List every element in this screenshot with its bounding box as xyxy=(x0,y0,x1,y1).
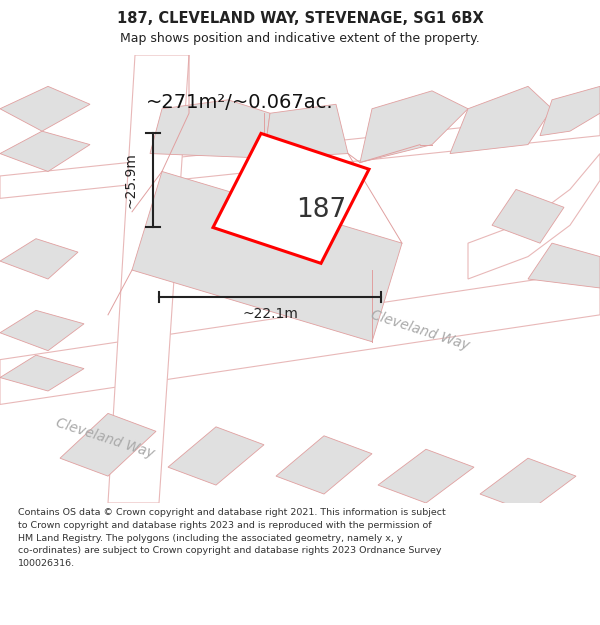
Polygon shape xyxy=(528,243,600,288)
Polygon shape xyxy=(0,113,600,198)
Text: Cleveland Way: Cleveland Way xyxy=(54,416,156,461)
Polygon shape xyxy=(492,189,564,243)
Text: 187: 187 xyxy=(296,196,346,222)
Polygon shape xyxy=(540,86,600,136)
Text: 187, CLEVELAND WAY, STEVENAGE, SG1 6BX: 187, CLEVELAND WAY, STEVENAGE, SG1 6BX xyxy=(116,11,484,26)
Polygon shape xyxy=(0,355,84,391)
Polygon shape xyxy=(168,427,264,485)
Polygon shape xyxy=(0,270,600,404)
Polygon shape xyxy=(0,131,90,171)
Polygon shape xyxy=(450,86,552,154)
Polygon shape xyxy=(0,86,90,131)
Polygon shape xyxy=(60,413,156,476)
Polygon shape xyxy=(0,239,78,279)
Text: ~25.9m: ~25.9m xyxy=(123,152,137,208)
Text: Cleveland Way: Cleveland Way xyxy=(369,308,471,353)
Polygon shape xyxy=(108,55,189,503)
Text: Contains OS data © Crown copyright and database right 2021. This information is : Contains OS data © Crown copyright and d… xyxy=(18,508,446,568)
Polygon shape xyxy=(480,458,576,512)
Polygon shape xyxy=(276,436,372,494)
Polygon shape xyxy=(264,104,348,158)
Polygon shape xyxy=(378,449,474,503)
Text: Map shows position and indicative extent of the property.: Map shows position and indicative extent… xyxy=(120,32,480,45)
Polygon shape xyxy=(150,100,270,158)
Text: ~22.1m: ~22.1m xyxy=(242,307,298,321)
Polygon shape xyxy=(360,91,468,162)
Polygon shape xyxy=(132,171,402,342)
Text: ~271m²/~0.067ac.: ~271m²/~0.067ac. xyxy=(146,92,334,111)
Polygon shape xyxy=(468,154,600,279)
Polygon shape xyxy=(213,133,369,263)
Polygon shape xyxy=(0,311,84,351)
